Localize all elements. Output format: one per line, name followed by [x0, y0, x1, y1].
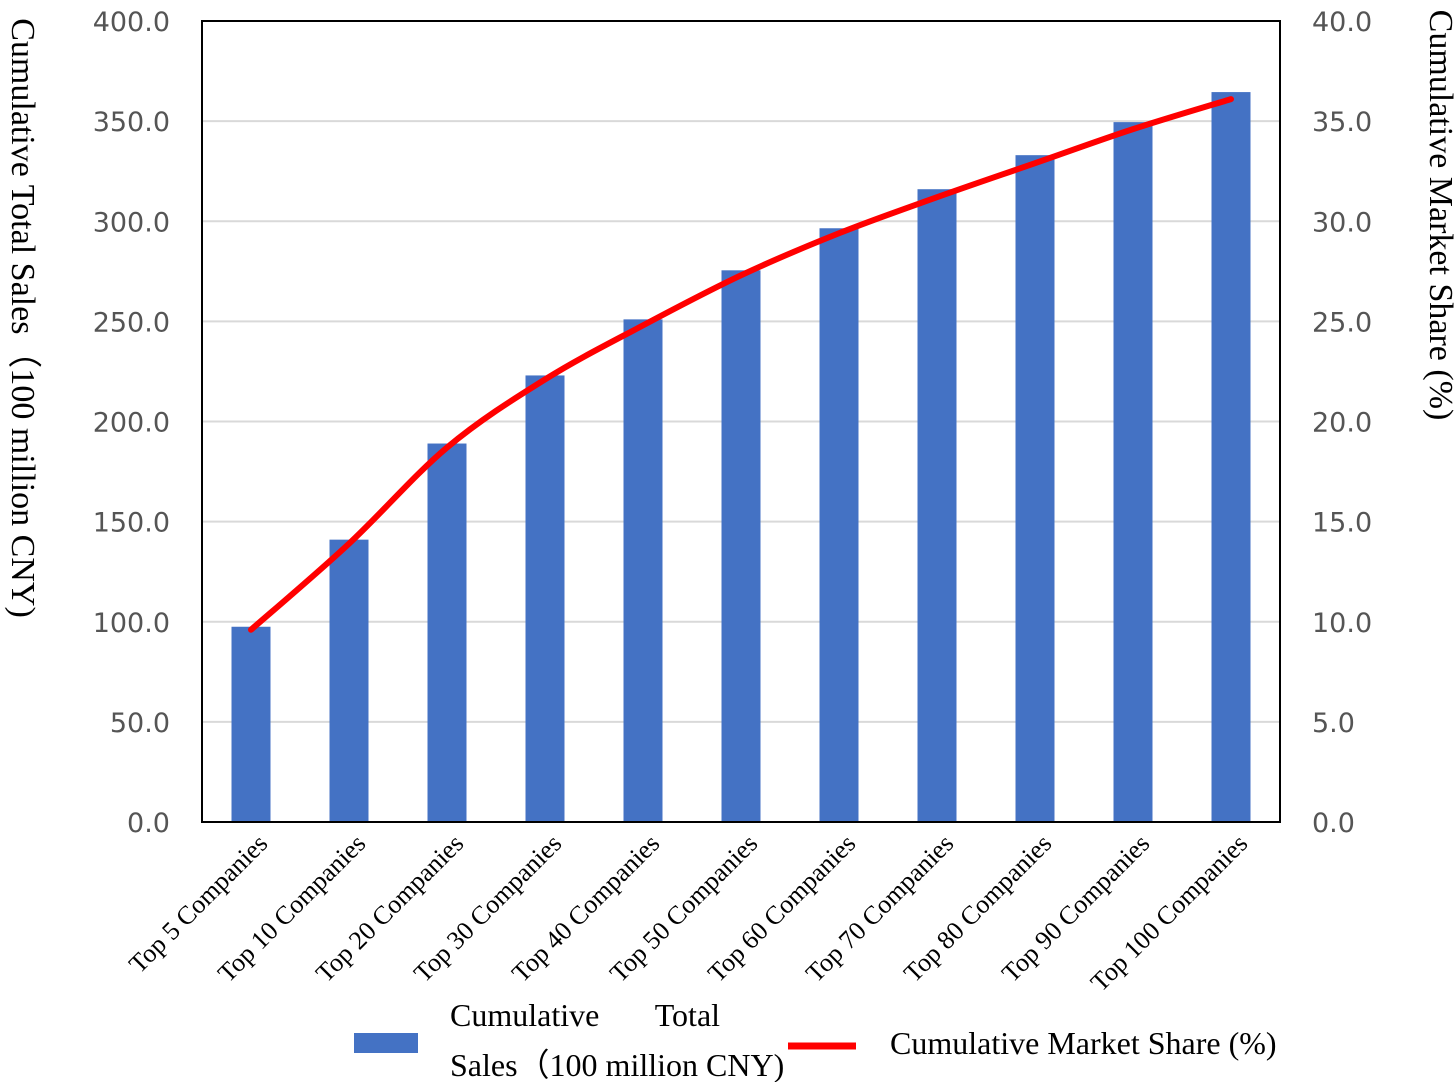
right-tick-label: 40.0: [1312, 7, 1372, 38]
left-tick-label: 100.0: [93, 608, 170, 639]
legend: Cumulative Total Sales（100 million CNY) …: [354, 997, 1277, 1082]
bar: [525, 375, 565, 822]
left-tick-label: 0.0: [127, 808, 170, 839]
bar: [917, 189, 957, 822]
left-tick-label: 250.0: [93, 307, 170, 338]
line-series: [248, 96, 1234, 633]
bar: [1113, 122, 1153, 823]
right-tick-label: 5.0: [1312, 708, 1355, 739]
plot-frame: [201, 20, 1281, 823]
bar: [721, 270, 761, 822]
left-tick-label: 400.0: [93, 7, 170, 38]
left-tick-label: 200.0: [93, 408, 170, 439]
right-tick-label: 35.0: [1312, 107, 1372, 138]
left-tick-label: 150.0: [93, 508, 170, 539]
bar: [329, 539, 369, 822]
legend-bar-label-line2: Sales（100 million CNY): [450, 1047, 784, 1082]
legend-bar-swatch: [354, 1033, 418, 1053]
bar: [427, 443, 467, 822]
bar: [1211, 92, 1251, 823]
left-tick-label: 300.0: [93, 207, 170, 238]
legend-line-label: Cumulative Market Share (%): [890, 1025, 1277, 1061]
market-share-line: [248, 96, 1234, 633]
right-tick-label: 15.0: [1312, 508, 1372, 539]
left-tick-label: 350.0: [93, 107, 170, 138]
bar: [231, 626, 271, 822]
right-tick-label: 30.0: [1312, 207, 1372, 238]
left-axis-title: Cumulative Total Sales（100 million CNY): [4, 18, 42, 618]
right-axis-ticks: 0.0 5.0 10.0 15.0 20.0 25.0 30.0 35.0 40.0: [1312, 7, 1372, 839]
right-tick-label: 0.0: [1312, 808, 1355, 839]
bar: [623, 319, 663, 822]
right-tick-label: 25.0: [1312, 307, 1372, 338]
right-tick-label: 10.0: [1312, 608, 1372, 639]
bar: [819, 228, 859, 823]
right-axis-title: Cumulative Market Share (%): [1422, 10, 1456, 421]
left-tick-label: 50.0: [110, 708, 170, 739]
left-axis-ticks: 0.0 50.0 100.0 150.0 200.0 250.0 300.0 350.0 400…: [93, 7, 170, 839]
bar: [1015, 155, 1055, 823]
right-tick-label: 20.0: [1312, 408, 1372, 439]
bar-series: [231, 92, 1251, 823]
legend-bar-label-line1: Cumulative Total: [450, 997, 720, 1033]
